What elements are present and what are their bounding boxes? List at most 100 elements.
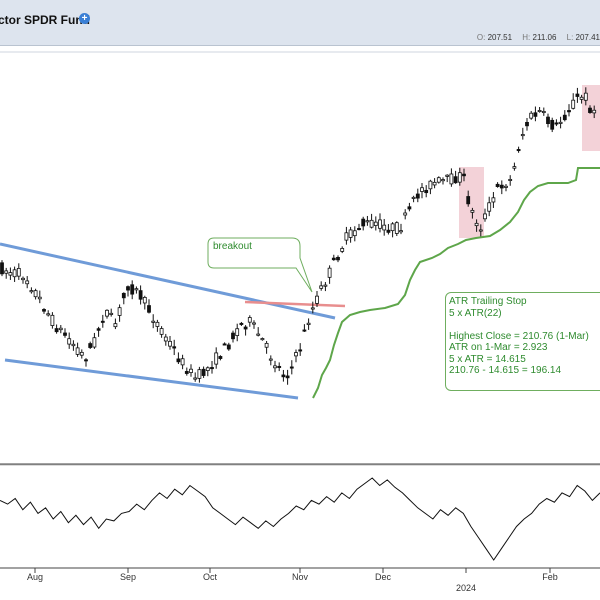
atr-annotation-box: ATR Trailing Stop 5 x ATR(22) Highest Clos… (445, 292, 600, 391)
candle (386, 224, 391, 235)
candle (310, 301, 315, 314)
candle (184, 367, 189, 376)
candle (491, 192, 496, 208)
candle (331, 254, 336, 261)
candle-body (142, 296, 147, 304)
candle (407, 202, 412, 212)
candle-body (420, 187, 424, 192)
candle-body (256, 333, 261, 336)
candle (21, 276, 25, 284)
candle-body (365, 220, 370, 223)
candle (63, 328, 67, 338)
candle (474, 219, 479, 232)
candle (126, 285, 130, 297)
candle (67, 332, 72, 349)
candle-body (151, 320, 156, 323)
candle (134, 286, 139, 294)
candle-body (495, 183, 500, 187)
candle (575, 87, 580, 103)
candle-body (436, 177, 441, 183)
candle-body (289, 366, 294, 369)
candle-body (163, 336, 168, 342)
candle-body (42, 309, 46, 312)
candle-body (571, 99, 576, 109)
candle-body (331, 257, 336, 261)
candle (403, 209, 408, 220)
candle-body (394, 222, 399, 234)
candle-body (193, 377, 198, 380)
atr-box-line: ATR on 1-Mar = 2.923 (449, 342, 548, 353)
candle (33, 288, 38, 300)
candle (365, 215, 370, 226)
candle (121, 292, 126, 305)
candle-body (4, 270, 9, 274)
candle-body (273, 365, 277, 369)
candle-body (415, 193, 420, 199)
candle-body (525, 121, 529, 127)
candle-body (462, 173, 466, 177)
candle (159, 326, 164, 338)
ohlc-readout: O: 207.51 H: 211.06 L: 207.41 (469, 33, 600, 42)
candle (361, 216, 366, 231)
candle-body (50, 314, 55, 326)
candle (29, 287, 34, 294)
candle-body (403, 212, 408, 216)
candle (415, 188, 420, 203)
indicator-line (0, 477, 600, 561)
candle (537, 107, 542, 113)
candle (172, 339, 177, 356)
candle-body (210, 367, 214, 370)
candle-body (33, 290, 38, 298)
candle-body (378, 219, 382, 229)
info-icon[interactable]: + (79, 13, 90, 24)
candle (558, 116, 563, 129)
candle (315, 291, 319, 307)
candle (0, 260, 4, 277)
candle-body (71, 343, 76, 347)
candle (273, 360, 277, 373)
candle (588, 105, 592, 114)
candle-body (218, 356, 223, 359)
candle-body (84, 359, 88, 362)
candle (12, 266, 17, 282)
x-tick-label: Sep (120, 572, 136, 582)
candle-body (285, 375, 290, 379)
candle-body (411, 196, 416, 199)
candle (541, 107, 546, 116)
candle (130, 280, 135, 300)
candle-body (21, 277, 25, 281)
candle-body (327, 267, 332, 278)
candle (592, 105, 597, 119)
candle-body (550, 119, 555, 130)
candle (58, 325, 63, 334)
candle (138, 285, 143, 305)
candle (394, 221, 399, 237)
candle-body (537, 110, 542, 113)
candle-body (281, 374, 286, 378)
candle-body (529, 112, 534, 119)
candle (163, 333, 168, 346)
candle (50, 312, 55, 329)
candle (231, 330, 235, 343)
candle-body (520, 134, 525, 137)
candle-body (453, 176, 458, 184)
candle-body (88, 343, 93, 348)
candle (441, 177, 445, 185)
candle (550, 117, 555, 133)
candle-body (369, 219, 374, 228)
candle-body (466, 196, 471, 205)
breakout-label: breakout (213, 241, 252, 252)
candle-body (499, 184, 504, 189)
candle-body (168, 340, 172, 347)
candle (226, 342, 231, 351)
candle-body (352, 230, 357, 237)
candle-body (357, 228, 361, 231)
candle-body (546, 116, 550, 125)
candle (436, 176, 441, 184)
candle-body (37, 296, 42, 300)
candle (8, 267, 13, 280)
candle-body (243, 326, 248, 330)
candle (571, 93, 576, 110)
candle (79, 349, 84, 359)
